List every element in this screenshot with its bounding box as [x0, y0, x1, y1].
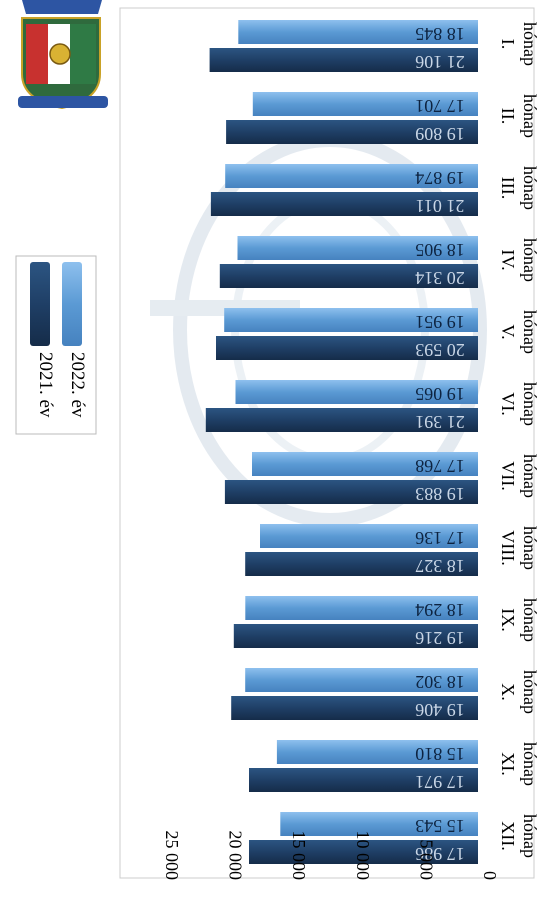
bar-label-2021-3: 21 011 — [416, 196, 465, 216]
y-tick-label: 20 000 — [226, 831, 246, 881]
bar-label-2021-4: 20 314 — [415, 268, 465, 288]
bar-2021-4 — [219, 264, 479, 288]
bar-2022-10 — [245, 668, 478, 692]
category-label-5-line-1: V. — [498, 324, 518, 339]
category-label-3-line-2: hónap — [520, 166, 540, 210]
bar-label-2022-9: 18 294 — [415, 600, 465, 620]
category-label-4-line-2: hónap — [520, 238, 540, 282]
legend-swatch-2022 — [62, 262, 82, 346]
bar-label-2022-6: 19 065 — [415, 384, 465, 404]
bar-2022-3 — [225, 164, 478, 188]
category-label-1-line-1: I. — [498, 39, 518, 50]
category-label-7-line-1: VII. — [498, 461, 518, 491]
bar-2022-8 — [260, 524, 478, 548]
legend: 2021. év 2022. év — [15, 255, 97, 435]
category-label-6-line-2: hónap — [520, 382, 540, 426]
bar-2021-5 — [216, 336, 478, 360]
bar-label-2022-4: 18 905 — [415, 240, 465, 260]
bar-2021-3 — [210, 192, 478, 216]
bar-label-2022-12: 15 543 — [415, 816, 465, 836]
category-label-9-line-2: hónap — [520, 598, 540, 642]
bar-2022-2 — [252, 92, 478, 116]
category-label-2-line-2: hónap — [520, 94, 540, 138]
bar-2022-4 — [237, 236, 478, 260]
bar-2022-5 — [224, 308, 478, 332]
bar-label-2021-2: 19 809 — [415, 124, 465, 144]
y-tick-label: 10 000 — [353, 831, 373, 881]
category-label-11-line-1: XI. — [498, 752, 518, 776]
bar-label-2021-12: 17 986 — [415, 844, 465, 864]
bar-2021-12 — [249, 840, 478, 864]
category-label-7-line-2: hónap — [520, 454, 540, 498]
plot-area — [119, 7, 535, 879]
category-label-4-line-1: IV. — [498, 249, 518, 270]
bar-label-2021-7: 19 883 — [415, 484, 465, 504]
y-tick-label: 5 000 — [416, 840, 436, 881]
bar-2022-1 — [238, 20, 478, 44]
bar-2021-10 — [231, 696, 478, 720]
bar-2021-1 — [209, 48, 478, 72]
bar-2022-9 — [245, 596, 478, 620]
bar-label-2021-9: 19 216 — [415, 628, 465, 648]
bar-label-2022-2: 17 701 — [415, 96, 465, 116]
bars-layer — [205, 20, 479, 864]
bar-label-2021-11: 17 971 — [415, 772, 465, 792]
bar-2022-12 — [280, 812, 478, 836]
legend-label-2021: 2021. év — [35, 352, 56, 418]
bar-2021-2 — [226, 120, 478, 144]
police-badge-logo — [18, 0, 108, 110]
bar-label-2021-5: 20 593 — [415, 340, 465, 360]
category-label-2-line-1: II. — [498, 108, 518, 125]
bar-2022-6 — [235, 380, 478, 404]
category-label-3-line-1: III. — [498, 177, 518, 199]
legend-box — [15, 255, 97, 435]
bar-label-2021-6: 21 391 — [415, 412, 465, 432]
legend-swatch-2021 — [30, 262, 50, 346]
category-label-8-line-1: VIII. — [498, 530, 518, 565]
value-axis-ticks: 0 5 000 10 000 15 000 20 000 25 000 — [162, 831, 500, 881]
data-labels-layer: 21 106 19 809 21 011 20 314 20 593 21 391 19 8… — [415, 24, 465, 864]
bar-2022-7 — [252, 452, 478, 476]
y-tick-label: 15 000 — [289, 831, 309, 881]
category-label-10-line-2: hónap — [520, 670, 540, 714]
y-tick-label: 0 — [480, 871, 500, 880]
bar-label-2022-11: 15 810 — [415, 744, 465, 764]
category-label-6-line-1: VI. — [498, 392, 518, 416]
bar-label-2022-5: 19 951 — [415, 312, 465, 332]
bar-label-2021-10: 19 406 — [415, 700, 465, 720]
bar-2021-11 — [249, 768, 478, 792]
bar-label-2022-10: 18 302 — [415, 672, 465, 692]
category-label-5-line-2: hónap — [520, 310, 540, 354]
category-label-11-line-2: hónap — [520, 742, 540, 786]
category-label-10-line-1: X. — [498, 683, 518, 701]
bar-2021-7 — [224, 480, 478, 504]
category-label-8-line-2: hónap — [520, 526, 540, 570]
bar-2021-8 — [245, 552, 478, 576]
bar-label-2022-8: 17 136 — [415, 528, 465, 548]
bar-label-2021-1: 21 106 — [415, 52, 465, 72]
bar-label-2022-7: 17 768 — [415, 456, 465, 476]
bar-label-2022-1: 18 845 — [415, 24, 465, 44]
bar-2022-11 — [276, 740, 478, 764]
bar-2021-6 — [205, 408, 479, 432]
y-tick-label: 25 000 — [162, 831, 182, 881]
category-label-1-line-2: hónap — [520, 22, 540, 66]
bar-2021-9 — [233, 624, 478, 648]
legend-label-2022: 2022. év — [67, 352, 88, 418]
category-label-12-line-2: hónap — [520, 814, 540, 858]
bar-label-2021-8: 18 327 — [415, 556, 465, 576]
category-label-9-line-1: IX. — [498, 608, 518, 632]
bar-label-2022-3: 19 874 — [415, 168, 465, 188]
category-label-12-line-1: XII. — [498, 821, 518, 851]
